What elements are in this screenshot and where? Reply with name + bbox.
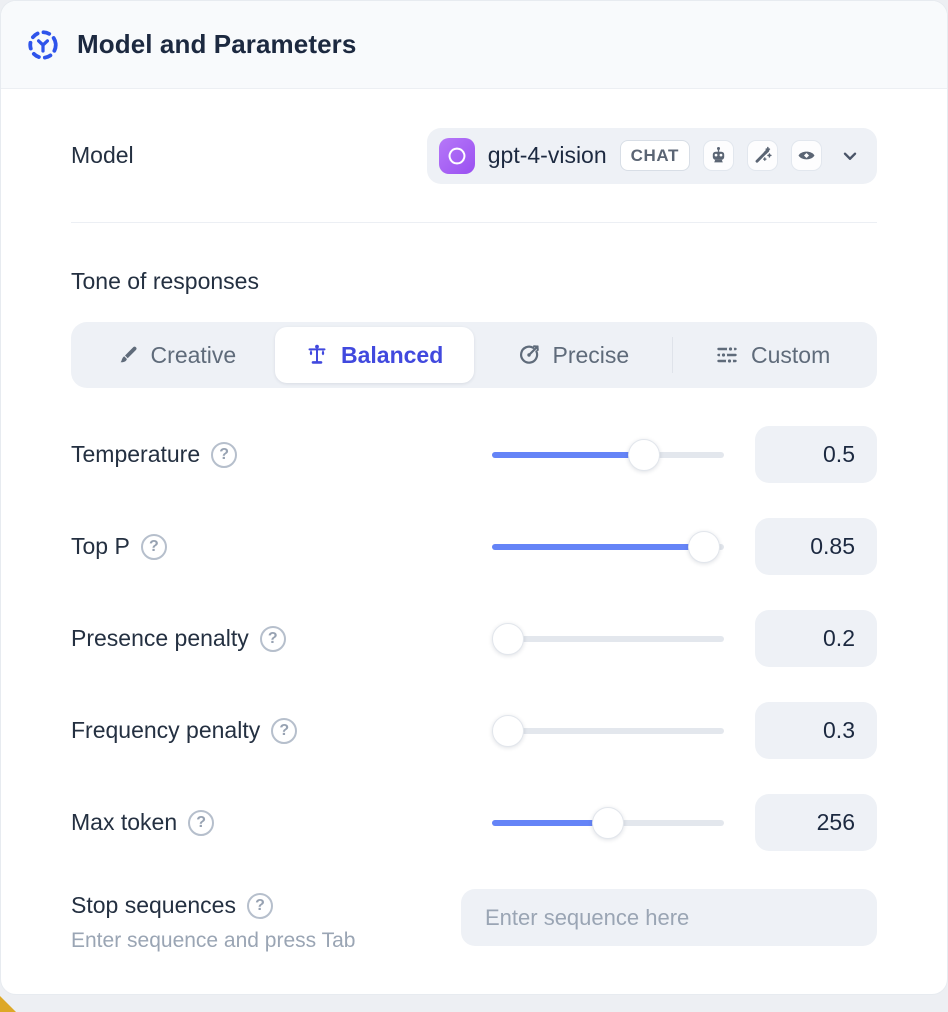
target-icon (517, 343, 541, 367)
max-token-slider[interactable] (492, 806, 724, 839)
help-icon[interactable]: ? (259, 625, 286, 652)
presence-penalty-value[interactable]: 0.2 (755, 610, 877, 667)
tone-option-label: Creative (150, 341, 237, 368)
stop-sequences-row: Stop sequences ? Enter sequence and pres… (71, 889, 877, 953)
temperature-label: Temperature (71, 441, 201, 467)
tone-option-label: Precise (552, 341, 630, 368)
tone-option-label: Custom (751, 341, 831, 368)
frequency-penalty-slider[interactable] (492, 714, 724, 747)
top-p-slider[interactable] (492, 530, 724, 563)
slider-thumb[interactable] (628, 438, 660, 471)
tone-option-precise[interactable]: Precise (474, 327, 673, 383)
eye-icon (791, 140, 822, 171)
tone-option-balanced[interactable]: Balanced (274, 327, 474, 383)
slider-thumb[interactable] (592, 806, 624, 839)
model-label: Model (71, 142, 134, 168)
robot-icon (703, 140, 734, 171)
max-token-row: Max token ? 256 (71, 794, 877, 851)
slider-thumb[interactable] (492, 714, 524, 747)
max-token-value[interactable]: 256 (755, 794, 877, 851)
magic-wand-icon (747, 140, 778, 171)
presence-penalty-label: Presence penalty (71, 625, 249, 651)
panel-header: Model and Parameters (1, 1, 947, 89)
scale-icon (305, 343, 329, 367)
sliders-icon (715, 343, 739, 367)
top-p-row: Top P ? 0.85 (71, 518, 877, 575)
tone-segmented-control: Creative Balanced (71, 322, 877, 388)
help-icon[interactable]: ? (140, 533, 167, 560)
selected-model-name: gpt-4-vision (487, 142, 607, 168)
presence-penalty-row: Presence penalty ? 0.2 (71, 610, 877, 667)
segment-divider (672, 337, 674, 373)
tone-option-label: Balanced (340, 341, 444, 368)
slider-thumb[interactable] (492, 622, 524, 655)
background-corner-accent (0, 996, 16, 1012)
frequency-penalty-row: Frequency penalty ? 0.3 (71, 702, 877, 759)
help-icon[interactable]: ? (211, 441, 238, 468)
openai-logo (438, 137, 475, 174)
top-p-value[interactable]: 0.85 (755, 518, 877, 575)
presence-penalty-slider[interactable] (492, 622, 724, 655)
frequency-penalty-value[interactable]: 0.3 (755, 702, 877, 759)
model-row: Model gpt-4-vision CH (71, 89, 877, 223)
model-hub-icon (26, 28, 60, 62)
model-select-dropdown[interactable]: gpt-4-vision CHAT (426, 127, 877, 184)
stop-sequences-hint: Enter sequence and press Tab (71, 929, 356, 952)
tone-option-custom[interactable]: Custom (673, 327, 872, 383)
chevron-down-icon (839, 145, 861, 167)
top-p-label: Top P (71, 533, 130, 559)
temperature-row: Temperature ? 0.5 (71, 426, 877, 483)
temperature-value[interactable]: 0.5 (755, 426, 877, 483)
chat-mode-badge: CHAT (619, 140, 690, 171)
panel-title: Model and Parameters (77, 29, 357, 59)
stop-sequences-label: Stop sequences (71, 892, 236, 918)
tone-option-creative[interactable]: Creative (76, 327, 275, 383)
help-icon[interactable]: ? (188, 809, 215, 836)
frequency-penalty-label: Frequency penalty (71, 717, 261, 743)
temperature-slider[interactable] (492, 438, 724, 471)
brush-icon (115, 343, 139, 367)
help-icon[interactable]: ? (271, 717, 298, 744)
tone-section-label: Tone of responses (71, 268, 259, 294)
max-token-label: Max token (71, 809, 178, 835)
stop-sequence-input[interactable] (461, 889, 877, 946)
slider-thumb[interactable] (688, 530, 720, 563)
help-icon[interactable]: ? (246, 892, 273, 919)
